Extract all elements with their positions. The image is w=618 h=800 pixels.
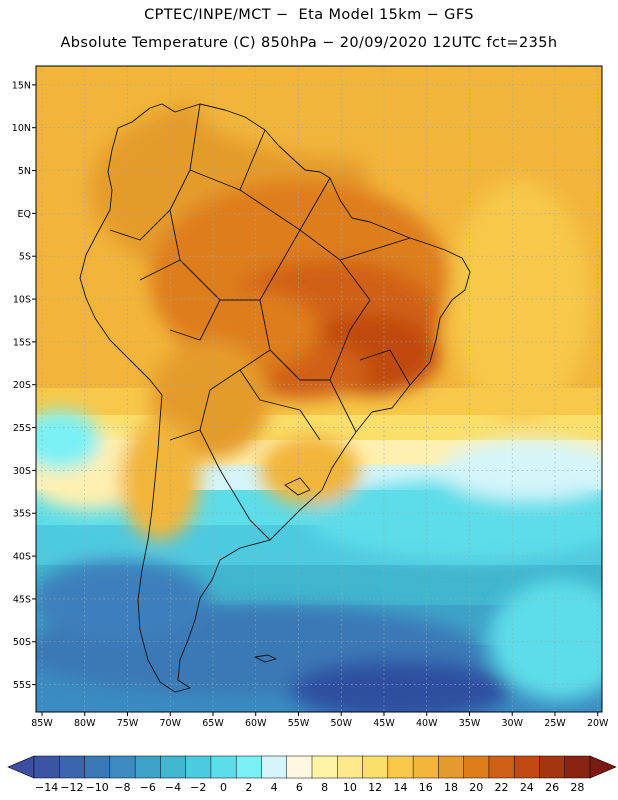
country-borders <box>109 103 411 541</box>
lat-label: 50S <box>13 637 31 648</box>
colorbar-segment <box>311 755 338 779</box>
lat-label: 5S <box>19 252 31 263</box>
colorbar-segment <box>286 755 313 779</box>
colorbar-segment <box>362 755 389 779</box>
colorbar-segment <box>134 755 161 779</box>
lat-label: 25S <box>13 423 31 434</box>
colorbar-label: 0 <box>220 781 227 794</box>
colorbar-segment <box>337 755 364 779</box>
lon-label: 30W <box>501 718 523 729</box>
colorbar-segment <box>387 755 414 779</box>
colorbar-label: 2 <box>245 781 252 794</box>
lat-label: 35S <box>13 509 31 520</box>
lat-label: 10N <box>12 123 31 134</box>
colorbar-label: −4 <box>165 781 181 794</box>
lat-label: 40S <box>13 552 31 563</box>
colorbar-segment <box>33 755 60 779</box>
lat-label: 15S <box>13 337 31 348</box>
colorbar-label: 28 <box>570 781 584 794</box>
lat-label: 45S <box>13 594 31 605</box>
lon-label: 20W <box>587 718 609 729</box>
lat-label: 10S <box>13 295 31 306</box>
lon-label: 70W <box>159 718 181 729</box>
colorbar-segment <box>261 755 288 779</box>
falkland-islands <box>254 654 277 663</box>
title-line-2: Absolute Temperature (C) 850hPa − 20/09/… <box>60 35 558 51</box>
colorbar-label: 18 <box>444 781 458 794</box>
lon-label: 40W <box>416 718 438 729</box>
colorbar-segment <box>160 755 187 779</box>
colorbar-label: 4 <box>271 781 278 794</box>
lon-label: 80W <box>74 718 96 729</box>
colorbar-segment <box>564 755 591 779</box>
colorbar-label: 10 <box>343 781 357 794</box>
colorbar: −14 −12 −10 −8 −6 −4 −2 0 2 4 6 8 10 12 14 16 18 20 22 24 26… <box>7 755 617 794</box>
colorbar-label: −14 <box>35 781 58 794</box>
colorbar-label: −6 <box>140 781 156 794</box>
lat-label: 5N <box>18 166 31 177</box>
colorbar-segment <box>84 755 111 779</box>
colorbar-label: 20 <box>469 781 483 794</box>
lon-label: 60W <box>245 718 267 729</box>
colorbar-segment <box>185 755 212 779</box>
colorbar-label: 22 <box>495 781 509 794</box>
colorbar-segment <box>463 755 490 779</box>
lon-label: 75W <box>117 718 139 729</box>
colorbar-segment <box>59 755 86 779</box>
colorbar-label: 16 <box>419 781 433 794</box>
longitude-axis: 85W 80W 75W 70W 65W 60W 55W 50W 45W 40W 35W 30W 25W 2… <box>31 712 609 729</box>
colorbar-segment <box>539 755 566 779</box>
colorbar-segment <box>513 755 541 779</box>
lon-label: 25W <box>544 718 566 729</box>
map-frame <box>35 65 603 713</box>
title-line-1: CPTEC/INPE/MCT − Eta Model 15km − GFS <box>144 7 474 23</box>
temperature-field <box>36 66 602 712</box>
coastline <box>79 103 471 693</box>
colorbar-label: 26 <box>545 781 559 794</box>
colorbar-label: 24 <box>520 781 534 794</box>
colorbar-label: −10 <box>86 781 109 794</box>
lat-label: 20S <box>13 380 31 391</box>
colorbar-segment <box>210 755 237 779</box>
colorbar-segment <box>235 755 263 779</box>
colorbar-label: −12 <box>60 781 83 794</box>
colorbar-segment <box>109 755 136 779</box>
lat-label: 55S <box>13 680 31 691</box>
colorbar-label: 8 <box>321 781 328 794</box>
latitude-axis: 15N 10N 5N EQ 5S 10S 15S 20S 25S 30S 35S 40S 45S 50S 5… <box>12 80 36 691</box>
lon-label: 55W <box>288 718 310 729</box>
colorbar-segment <box>412 755 439 779</box>
colorbar-label: 14 <box>393 781 407 794</box>
colorbar-label: −2 <box>190 781 206 794</box>
south-america-coastline <box>79 103 471 693</box>
colorbar-label: 6 <box>296 781 303 794</box>
colorbar-label: −8 <box>114 781 130 794</box>
colorbar-segment <box>488 755 515 779</box>
lat-label: 15N <box>12 80 31 91</box>
colorbar-label: 12 <box>368 781 382 794</box>
colorbar-segment <box>438 755 465 779</box>
lat-label: 30S <box>13 466 31 477</box>
lon-label: 45W <box>373 718 395 729</box>
lon-label: 35W <box>459 718 481 729</box>
lon-label: 85W <box>31 718 53 729</box>
lagoon-outline <box>284 477 311 496</box>
colorbar-under-triangle <box>7 755 35 779</box>
lon-label: 50W <box>330 718 352 729</box>
colorbar-over-triangle <box>589 755 617 779</box>
lon-label: 65W <box>202 718 224 729</box>
lat-label: EQ <box>18 209 31 220</box>
